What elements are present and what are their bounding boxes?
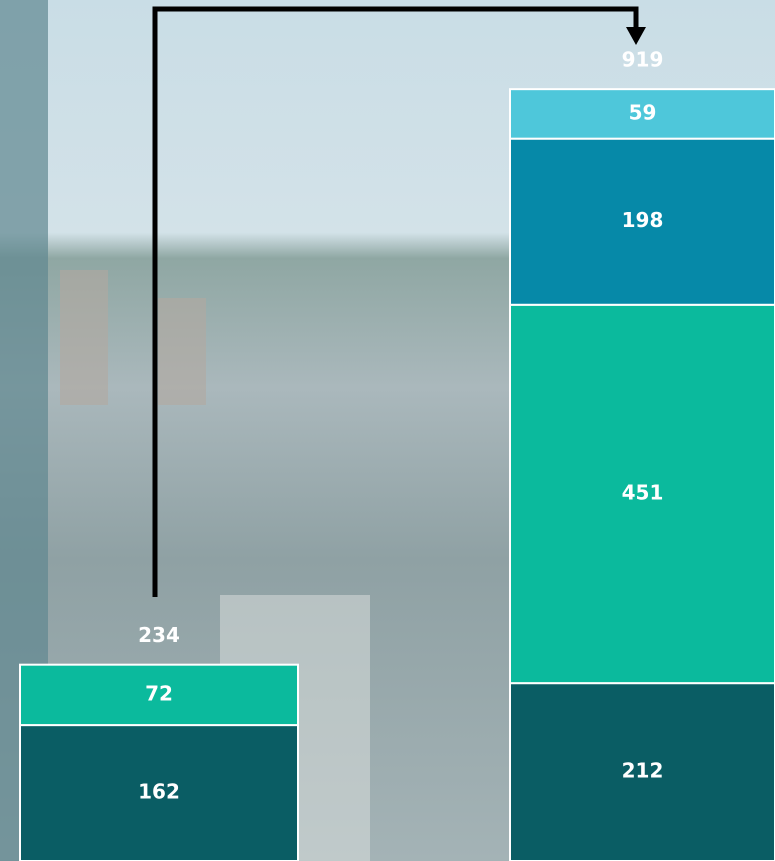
building — [60, 270, 108, 405]
total-label: 234 — [138, 623, 180, 647]
page: {"chart_data": {"type": "stacked-bar", "… — [0, 0, 775, 861]
segment-label: 451 — [622, 480, 664, 504]
total-label: 919 — [622, 48, 664, 72]
segment-label: 162 — [138, 780, 180, 804]
segment-label: 59 — [629, 100, 657, 124]
segment-label: 212 — [622, 759, 664, 783]
segment-label: 198 — [622, 208, 664, 232]
chart: 162 72 234 212 451 198 59 919 — [0, 0, 775, 861]
building — [158, 298, 206, 405]
segment-label: 72 — [145, 681, 173, 705]
